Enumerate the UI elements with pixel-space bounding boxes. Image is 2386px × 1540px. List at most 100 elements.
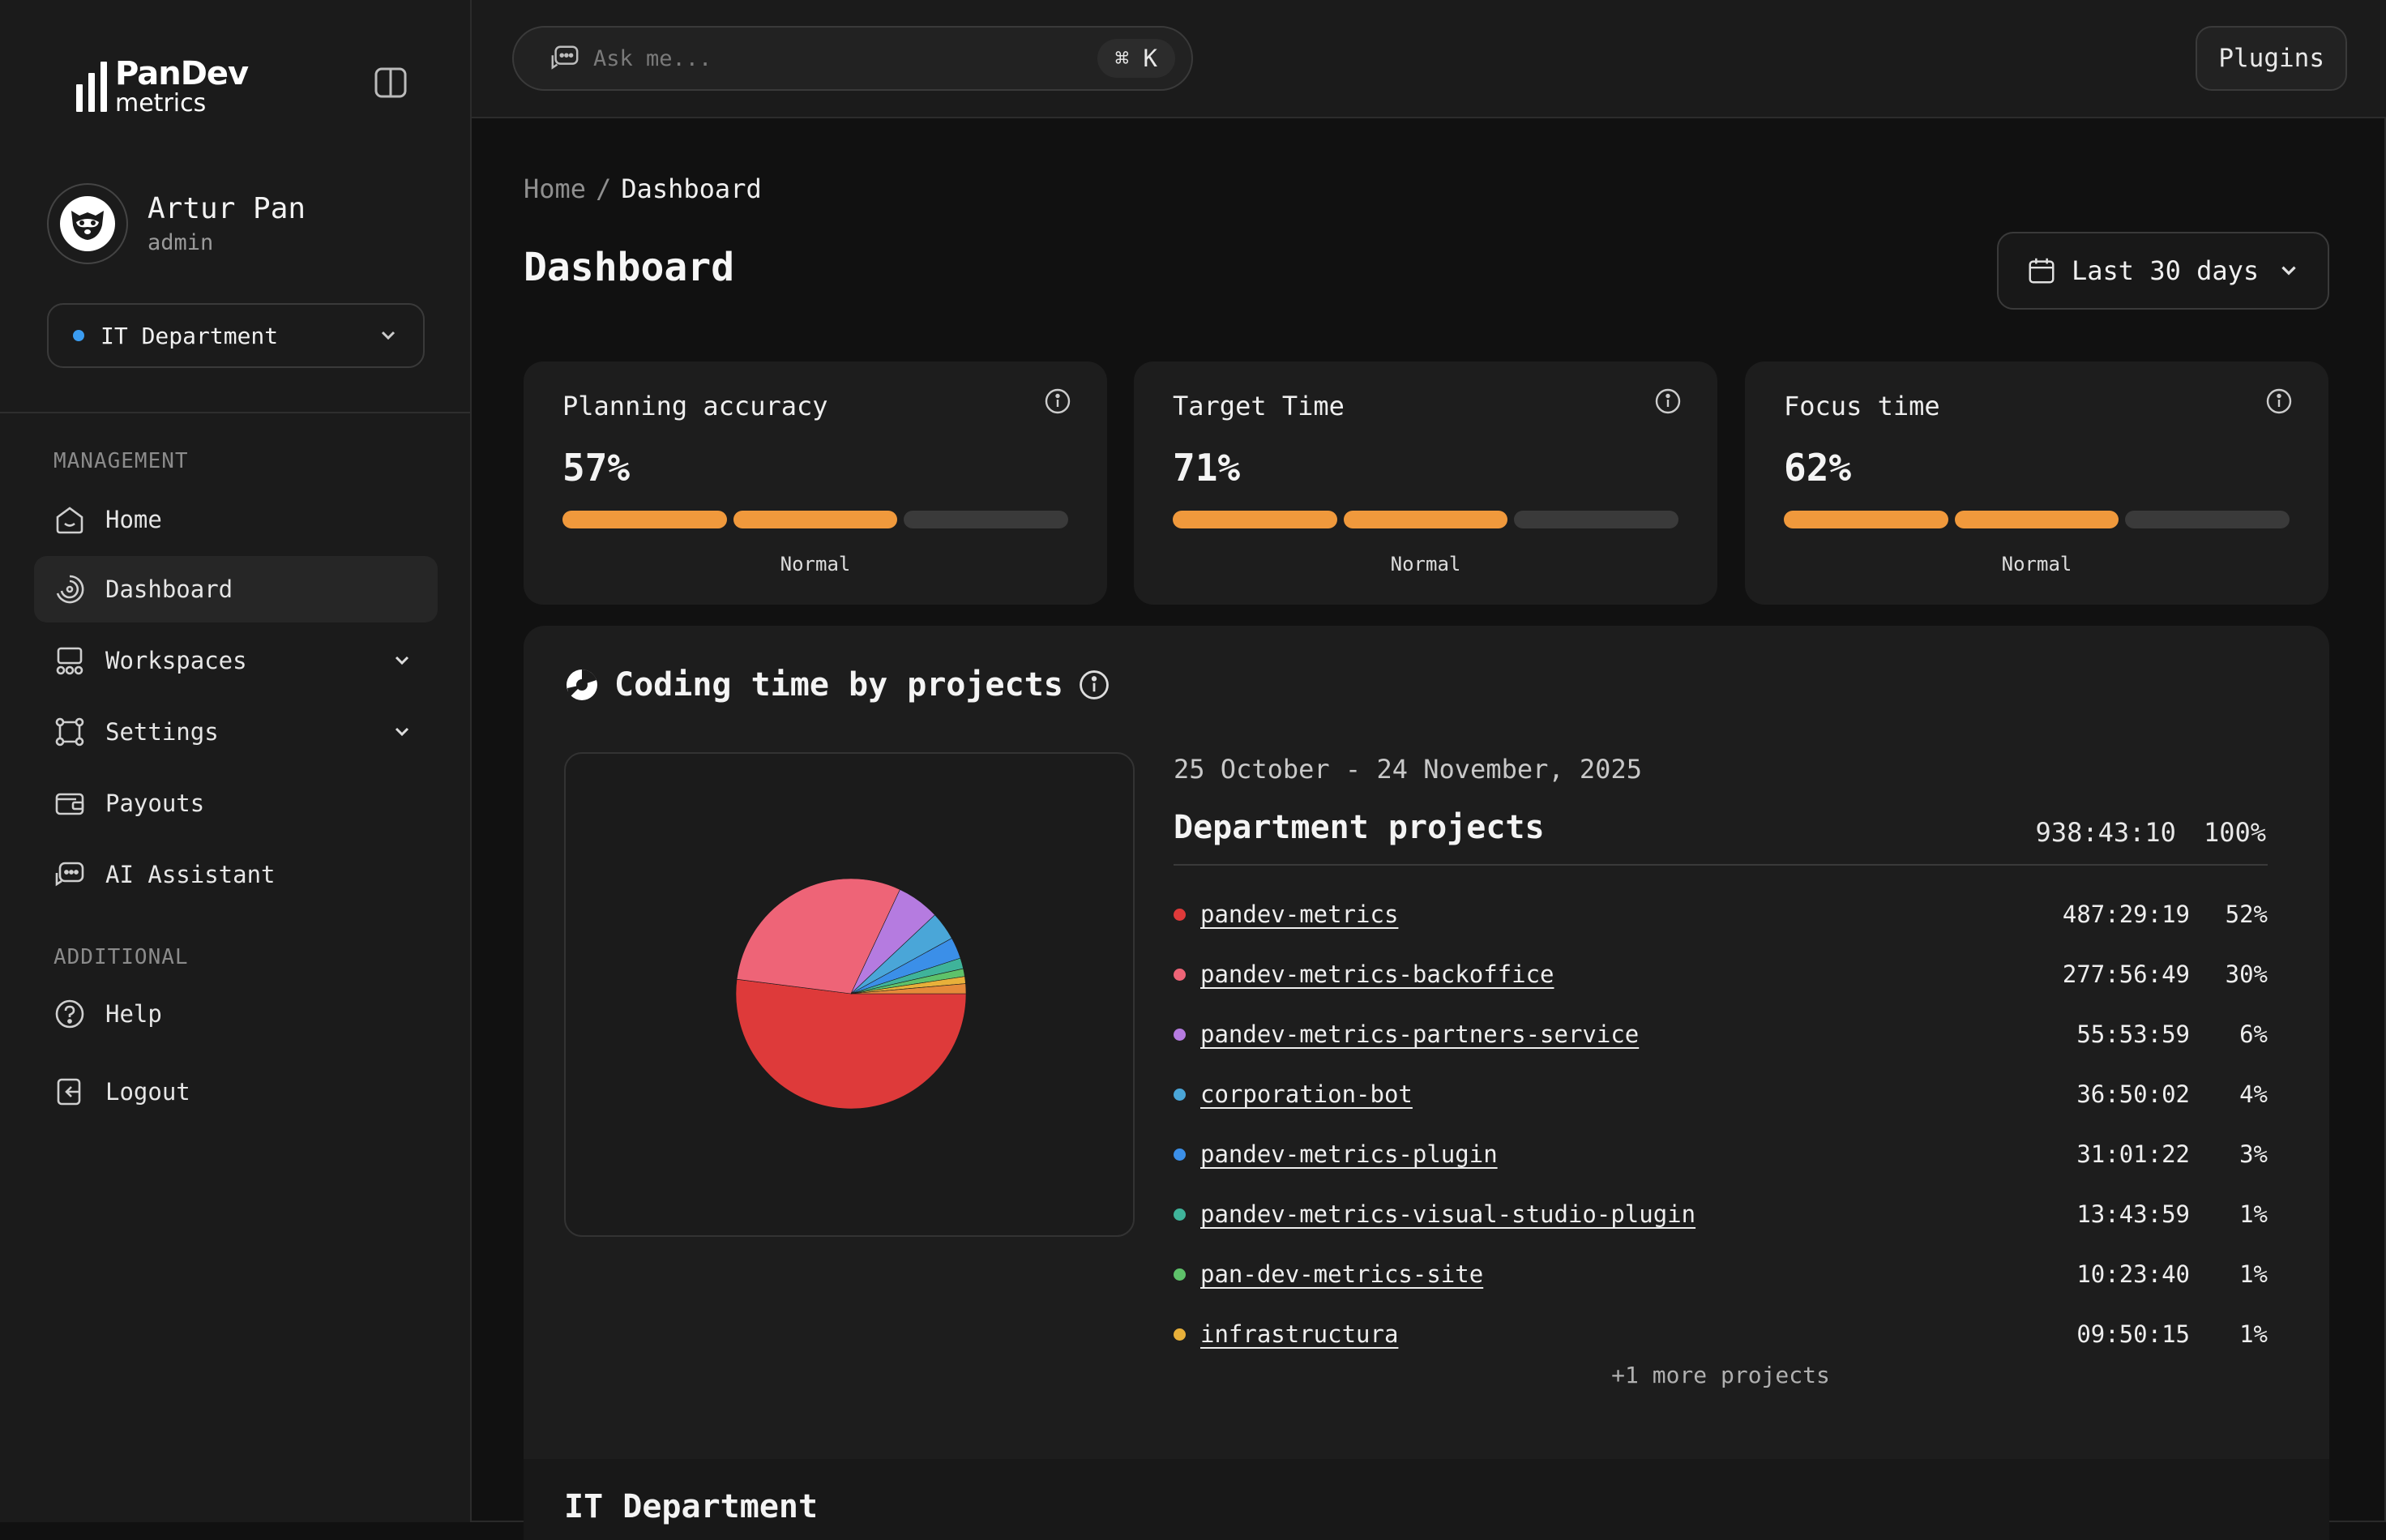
- pie-slice[interactable]: [850, 983, 967, 995]
- project-link[interactable]: pandev-metrics-partners-service: [1200, 1020, 1640, 1048]
- page-title: Dashboard: [524, 245, 735, 290]
- group-title: Department projects: [1174, 809, 1545, 846]
- metric-status: Normal: [1390, 553, 1461, 575]
- metric-title: Target Time: [1173, 391, 1345, 421]
- sidebar-item-payouts[interactable]: Payouts: [34, 770, 438, 836]
- project-pct: 6%: [2239, 1020, 2268, 1048]
- project-link[interactable]: pandev-metrics-visual-studio-plugin: [1200, 1200, 1696, 1228]
- department-select-value: IT Department: [100, 322, 279, 349]
- info-icon[interactable]: [1078, 669, 1110, 701]
- search-input[interactable]: Ask me... ⌘ K: [512, 26, 1193, 91]
- pie-slice[interactable]: [736, 878, 900, 995]
- sidebar-item-workspaces[interactable]: Workspaces: [34, 627, 438, 694]
- user-profile[interactable]: Artur Pan admin: [47, 183, 306, 264]
- help-icon: [53, 998, 86, 1030]
- sidebar-item-label: Settings: [105, 718, 219, 746]
- info-icon[interactable]: [2265, 387, 2293, 418]
- sidebar-toggle-icon[interactable]: [373, 65, 408, 101]
- project-time: 09:50:15: [2076, 1320, 2190, 1348]
- progress-segment: [1514, 511, 1679, 528]
- metric-card-target-time: Target Time 71% Normal: [1134, 361, 1717, 605]
- project-color-dot: [1174, 1328, 1186, 1341]
- chevron-down-icon: [381, 331, 396, 340]
- project-time: 31:01:22: [2076, 1140, 2190, 1168]
- chat-icon: [551, 45, 579, 70]
- chat-bot-icon: [53, 858, 86, 891]
- more-projects-link[interactable]: +1 more projects: [1611, 1362, 1830, 1388]
- pie-slice[interactable]: [735, 978, 967, 1110]
- group-total: 938:43:10 100%: [2036, 817, 2266, 848]
- date-range-select[interactable]: Last 30 days: [1997, 232, 2329, 310]
- date-range-value: Last 30 days: [2072, 255, 2260, 286]
- project-row: pandev-metrics-visual-studio-plugin 13:43…: [1174, 1190, 2268, 1238]
- sidebar-item-help[interactable]: Help: [34, 981, 438, 1047]
- pie-chart-icon: [567, 669, 597, 700]
- breadcrumb-home-link[interactable]: Home: [524, 173, 587, 204]
- project-time: 487:29:19: [2062, 900, 2190, 928]
- pie-chart: [735, 878, 967, 1110]
- chevron-down-icon[interactable]: [386, 644, 418, 677]
- brand-subname: metrics: [115, 89, 207, 118]
- project-pct: 4%: [2239, 1080, 2268, 1108]
- brand-logo[interactable]: PanDev metrics: [76, 55, 249, 118]
- project-link[interactable]: pandev-metrics-backoffice: [1200, 960, 1554, 988]
- project-row: pan-dev-metrics-site 10:23:40 1%: [1174, 1250, 2268, 1298]
- wallet-icon: [53, 787, 86, 819]
- project-time: 10:23:40: [2076, 1260, 2190, 1288]
- project-link[interactable]: corporation-bot: [1200, 1080, 1413, 1108]
- progress-segment: [1784, 511, 1948, 528]
- pie-chart-container: [564, 752, 1135, 1237]
- metric-progress: [562, 511, 1069, 528]
- department-select[interactable]: IT Department: [47, 303, 425, 368]
- progress-segment: [1343, 511, 1508, 528]
- breadcrumb-separator: /: [596, 173, 612, 204]
- metric-status: Normal: [780, 553, 851, 575]
- plugins-button[interactable]: Plugins: [2196, 26, 2347, 91]
- sidebar-item-settings[interactable]: Settings: [34, 699, 438, 765]
- group-total-pct: 100%: [2203, 817, 2266, 848]
- panel-title: Coding time by projects: [614, 666, 1063, 704]
- chevron-down-icon[interactable]: [386, 716, 418, 748]
- metric-progress: [1173, 511, 1679, 528]
- project-link[interactable]: pandev-metrics-plugin: [1200, 1140, 1498, 1168]
- date-range-text: 25 October - 24 November, 2025: [1174, 754, 1642, 785]
- progress-segment: [2125, 511, 2290, 528]
- project-row: pandev-metrics-backoffice 277:56:49 30%: [1174, 950, 2268, 999]
- project-row: corporation-bot 36:50:02 4%: [1174, 1070, 2268, 1119]
- metric-value: 57%: [562, 446, 631, 490]
- project-row: pandev-metrics-partners-service 55:53:59 6…: [1174, 1010, 2268, 1059]
- project-link[interactable]: pandev-metrics: [1200, 900, 1399, 928]
- progress-segment: [904, 511, 1069, 528]
- sidebar-item-ai-assistant[interactable]: AI Assistant: [34, 841, 438, 908]
- project-color-dot: [1174, 1088, 1186, 1101]
- project-link[interactable]: infrastructura: [1200, 1320, 1399, 1348]
- calendar-icon: [2029, 258, 2055, 284]
- project-link[interactable]: pan-dev-metrics-site: [1200, 1260, 1484, 1288]
- info-icon[interactable]: [1044, 387, 1071, 418]
- project-time: 36:50:02: [2076, 1080, 2190, 1108]
- project-color-dot: [1174, 1208, 1186, 1221]
- search-placeholder: Ask me...: [593, 45, 712, 71]
- sidebar-item-home[interactable]: Home: [34, 486, 438, 553]
- home-icon: [53, 503, 86, 536]
- user-name: Artur Pan: [148, 192, 306, 225]
- sidebar-item-logout[interactable]: Logout: [34, 1059, 438, 1125]
- avatar: [47, 183, 128, 264]
- sidebar-item-label: Workspaces: [105, 647, 247, 674]
- top-bar: Ask me... ⌘ K Plugins: [472, 0, 2386, 118]
- breadcrumb: Home / Dashboard: [524, 173, 762, 204]
- progress-segment: [733, 511, 898, 528]
- progress-segment: [562, 511, 727, 528]
- project-pct: 52%: [2225, 900, 2268, 928]
- nav-section-additional: ADDITIONAL: [53, 945, 189, 969]
- logo-bars-icon: [76, 62, 107, 112]
- group-total-time: 938:43:10: [2035, 817, 2176, 848]
- info-icon[interactable]: [1654, 387, 1682, 418]
- project-color-dot: [1174, 1028, 1186, 1041]
- sidebar-item-dashboard[interactable]: Dashboard: [34, 556, 438, 622]
- sidebar-item-label: Help: [105, 1000, 162, 1028]
- project-pct: 30%: [2225, 960, 2268, 988]
- progress-segment: [1954, 511, 2119, 528]
- workspaces-icon: [53, 644, 86, 677]
- brand-name: PanDev: [115, 55, 249, 92]
